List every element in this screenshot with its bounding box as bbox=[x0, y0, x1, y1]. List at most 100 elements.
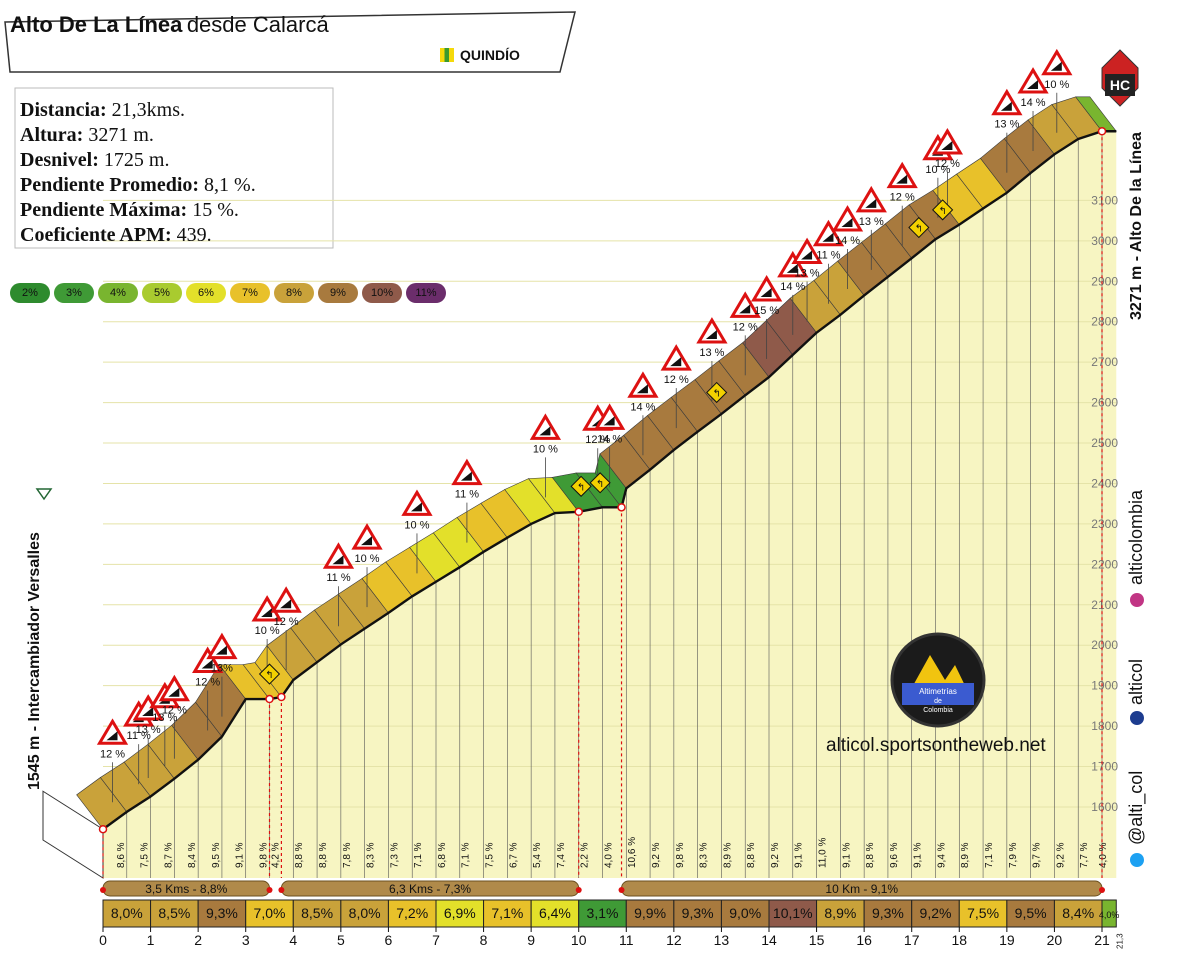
steep-sign-icon bbox=[401, 489, 433, 516]
steep-sign-label: 13 % bbox=[152, 712, 177, 724]
steep-sign-icon bbox=[1017, 67, 1049, 94]
altitude-tick-label: 2100 bbox=[1091, 598, 1118, 612]
steep-sign-glyph bbox=[168, 687, 180, 697]
marker-dot bbox=[618, 887, 625, 893]
km-tick-label: 7 bbox=[432, 932, 440, 948]
km-slope-label: 8,5% bbox=[301, 905, 333, 921]
km-tick-label: 17 bbox=[904, 932, 920, 948]
steep-sign-icon bbox=[831, 205, 864, 232]
km-slope-box bbox=[197, 899, 247, 928]
altitude-tick-label: 2900 bbox=[1091, 274, 1118, 288]
curve-sign-icon bbox=[908, 216, 930, 239]
steep-sign-glyph bbox=[801, 250, 813, 260]
instagram-icon bbox=[1130, 593, 1144, 607]
steep-sign-glyph bbox=[865, 198, 877, 208]
half-km-slope-label: 8,6 % bbox=[116, 842, 127, 868]
steep-sign-label: 12 % bbox=[935, 158, 960, 170]
km-slope-label: 4,0% bbox=[1099, 910, 1120, 920]
curve-sign-icon bbox=[589, 472, 611, 494]
half-km-slope-label: 9,1 % bbox=[794, 842, 805, 868]
half-km-slope-label: 8,7 % bbox=[163, 842, 174, 868]
steep-sign-label: 12 % bbox=[274, 616, 299, 628]
legend-chip: 10% bbox=[362, 283, 402, 303]
km-slope-label: 3,1% bbox=[587, 905, 619, 921]
steep-sign-glyph bbox=[739, 304, 751, 314]
half-km-slope-label: 6,8 % bbox=[437, 842, 448, 868]
stat-label: Desnivel: bbox=[20, 149, 99, 171]
curve-sign-glyph: ↰ bbox=[577, 482, 585, 493]
km-slope-label: 8,0% bbox=[111, 905, 143, 921]
km-tick-label: 13 bbox=[714, 932, 730, 948]
km-slope-box bbox=[530, 899, 580, 928]
stat-label: Distancia: bbox=[20, 99, 107, 121]
steep-sign-icon bbox=[777, 250, 809, 278]
marker-point bbox=[265, 694, 274, 704]
legend-chip: 11% bbox=[406, 283, 446, 303]
half-km-slope-label: 9,1 % bbox=[235, 842, 246, 868]
steep-sign-label: 11 % bbox=[816, 250, 840, 262]
half-km-slope-label: 7,5 % bbox=[484, 842, 495, 868]
chart-title: Alto De La Línea desde Calarcá bbox=[10, 12, 329, 38]
half-km-slope-label: 11,0 % bbox=[817, 838, 828, 868]
km-slope-box bbox=[625, 899, 675, 928]
curve-sign-glyph: ↰ bbox=[938, 206, 946, 217]
km-slope-label: 6,4% bbox=[539, 905, 571, 921]
km-slope-label: 7,2% bbox=[396, 905, 428, 921]
steep-sign-icon bbox=[529, 413, 562, 440]
steep-sign-label: 13 % bbox=[795, 268, 820, 280]
flag-icon bbox=[440, 48, 454, 62]
steep-sign-glyph bbox=[1027, 80, 1039, 90]
steep-sign-glyph bbox=[636, 384, 648, 394]
half-km-slope-label: 9,7 % bbox=[1032, 842, 1043, 868]
end-label: 3271 m - Alto De la Línea bbox=[1128, 132, 1145, 320]
half-km-slope-label: 9,2 % bbox=[651, 842, 662, 868]
km-tick-label: 16 bbox=[856, 932, 872, 948]
steep-sign-icon bbox=[855, 185, 887, 213]
steep-sign-icon bbox=[729, 291, 761, 318]
steep-sign-label: 14 % bbox=[835, 235, 860, 247]
steep-sign-icon bbox=[696, 317, 728, 344]
legend-chip: 6% bbox=[186, 283, 226, 303]
half-km-slope-label: 4,0 % bbox=[1098, 842, 1109, 868]
title-banner bbox=[4, 11, 576, 73]
km-tick-label: 3 bbox=[242, 932, 250, 948]
half-km-slope-label: 7,7 % bbox=[1079, 842, 1090, 868]
curve-sign-glyph: ↰ bbox=[712, 388, 720, 399]
half-km-slope-label: 8,4 % bbox=[187, 842, 198, 868]
steep-sign-label: 14 % bbox=[780, 281, 805, 293]
stat-label: Altura: bbox=[20, 124, 84, 146]
steep-sign-label: 12 % bbox=[100, 748, 125, 760]
steep-sign-label: 10 % bbox=[404, 519, 429, 531]
steep-sign-glyph bbox=[106, 731, 118, 741]
stat-label: Pendiente Máxima: bbox=[20, 199, 188, 221]
start-flag-icon bbox=[35, 488, 53, 501]
legend-chip: 8% bbox=[274, 283, 314, 303]
altitude-tick-label: 2500 bbox=[1091, 436, 1118, 450]
stat-label: Coeficiente APM: bbox=[20, 224, 172, 246]
steep-sign-label: 13 % bbox=[994, 119, 1019, 131]
km-slope-box bbox=[245, 899, 294, 928]
stat-row: Altura: 3271 m. bbox=[20, 123, 256, 148]
km-slope-box bbox=[958, 899, 1008, 928]
logo-banner bbox=[902, 683, 974, 705]
steep-sign-label: 14 % bbox=[1020, 97, 1045, 109]
half-km-slope-label: 9,1 % bbox=[841, 842, 852, 868]
steep-sign-icon bbox=[812, 219, 845, 247]
km-tick-label: 12 bbox=[666, 932, 682, 948]
marker-point bbox=[98, 824, 108, 834]
steep-sign-glyph bbox=[460, 471, 472, 481]
km-tick-label: 9 bbox=[527, 932, 535, 948]
stat-value: 3271 m. bbox=[83, 124, 154, 146]
stat-label: Pendiente Promedio: bbox=[20, 174, 200, 196]
legend-chip: 3% bbox=[54, 283, 94, 303]
steep-sign-icon bbox=[322, 542, 355, 569]
steep-sign-glyph bbox=[896, 174, 908, 184]
km-slope-box bbox=[292, 899, 342, 928]
steep-sign-icon bbox=[791, 237, 823, 265]
km-slope-box bbox=[1053, 899, 1103, 928]
altitude-tick-label: 2000 bbox=[1091, 638, 1118, 652]
half-km-slope-label: 7,3 % bbox=[389, 842, 400, 868]
marker-point bbox=[574, 507, 583, 517]
steep-sign-icon bbox=[750, 274, 783, 302]
